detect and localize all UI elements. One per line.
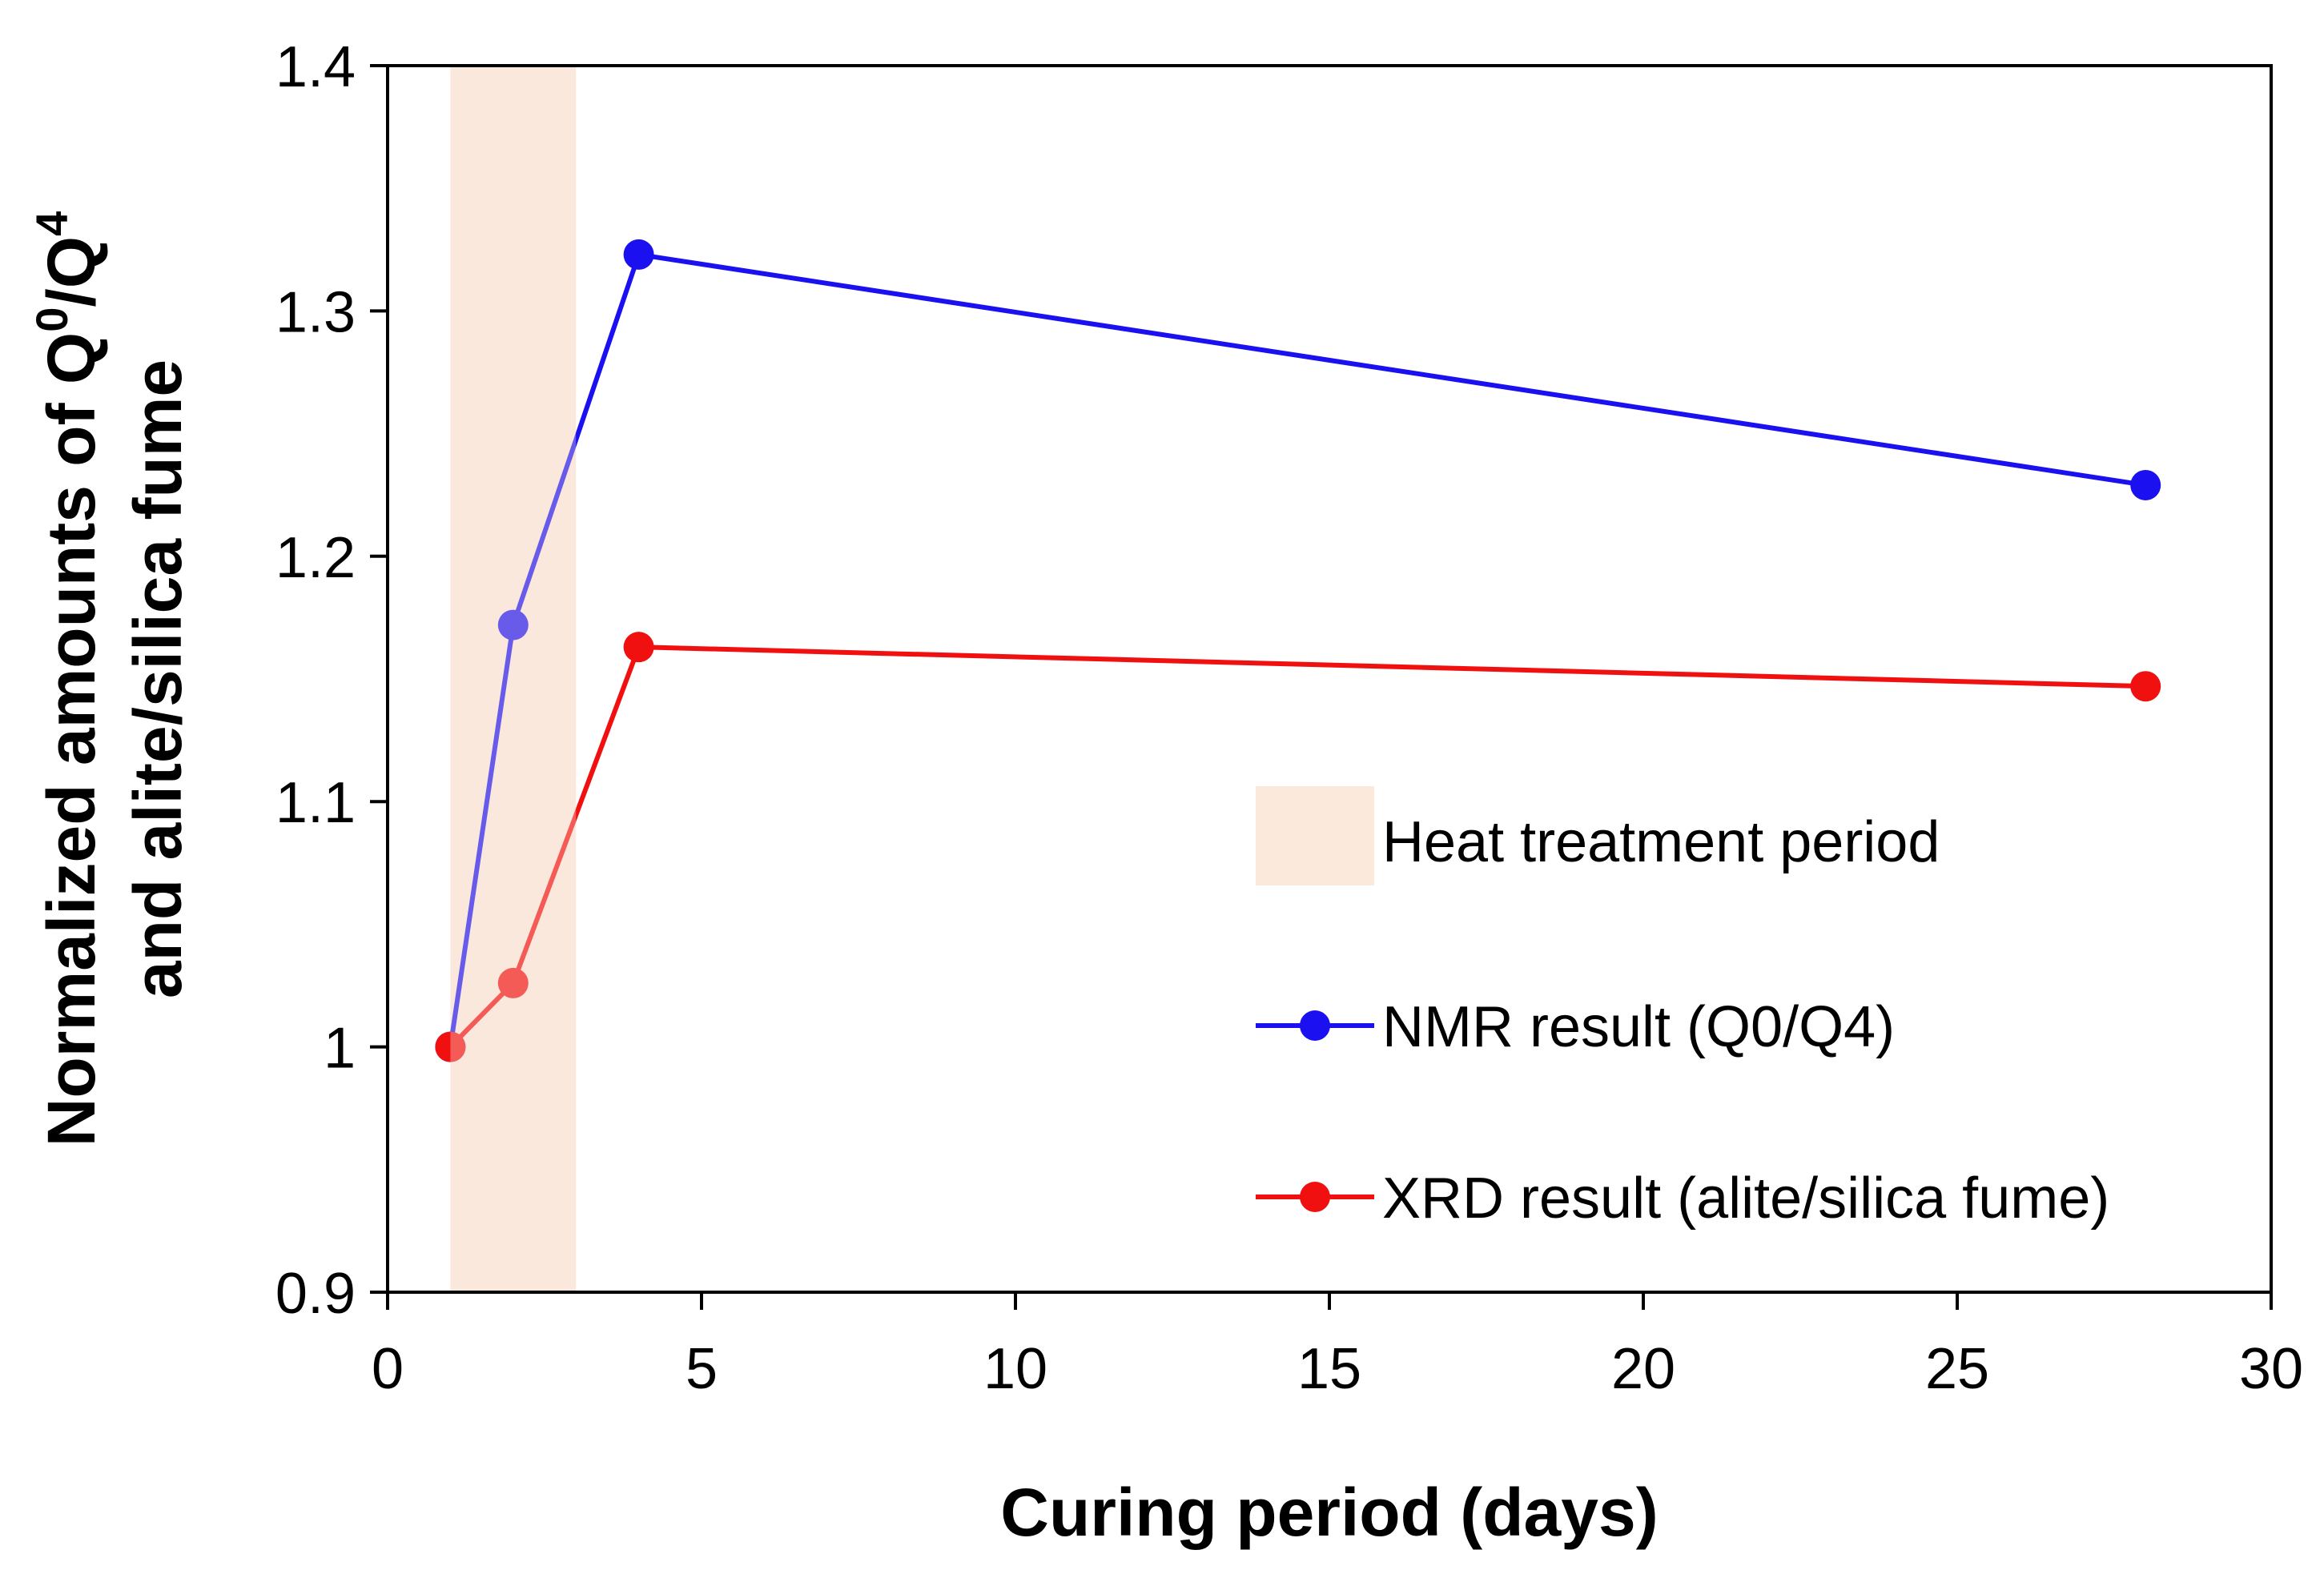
data-point-series-2: [623, 632, 654, 663]
plot-area-frame: [386, 64, 2273, 1294]
y-axis-title-prefix: Normalized amounts of Q: [34, 332, 109, 1146]
x-tick-label: 10: [983, 1337, 1047, 1401]
x-tick-label: 15: [1297, 1337, 1361, 1401]
y-axis-title-line2: and alite/silica fume: [120, 359, 195, 998]
axis-ticks: 0 5 10 15 20 25 30 0.9 1 1.1 1.2 1.3 1.4: [275, 35, 2303, 1401]
y-axis-title-sup2: 4: [26, 211, 77, 236]
y-tick-label: 1.4: [275, 35, 356, 99]
data-point-series-2: [497, 967, 529, 998]
legend-swatch-heat-treatment: [1256, 786, 1374, 885]
legend-label-heat-treatment: Heat treatment period: [1382, 810, 1940, 874]
y-tick-label: 1: [324, 1017, 356, 1081]
series-layer: [435, 67, 2161, 1291]
data-point-series-1: [2130, 469, 2161, 500]
y-axis-title-sup1: 0: [26, 307, 77, 332]
legend-marker-series-2: [1300, 1182, 1330, 1212]
x-tick-label: 20: [1611, 1337, 1675, 1401]
heat-treatment-band: [450, 66, 577, 1292]
x-tick-label: 5: [686, 1337, 718, 1401]
heat-treatment-band-overlay: [450, 67, 577, 1291]
y-tick-label: 1.1: [275, 771, 356, 835]
y-axis-title-line1: Normalized amounts of Q0/Q4: [26, 211, 109, 1146]
legend: Heat treatment period NMR result (Q0/Q4) X…: [1256, 786, 2109, 1231]
series-line-1: [448, 251, 2146, 1048]
data-point-series-2: [435, 1031, 466, 1062]
x-tick-label: 25: [1925, 1337, 1989, 1401]
y-axis-title: Normalized amounts of Q0/Q4 and alite/si…: [26, 211, 195, 1146]
series-line-2: [448, 644, 2146, 1049]
legend-marker-series-1: [1300, 1010, 1330, 1041]
x-tick-label: 30: [2239, 1337, 2303, 1401]
data-point-series-1: [623, 239, 654, 270]
legend-label-series-1: NMR result (Q0/Q4): [1382, 995, 1895, 1059]
y-tick-label: 0.9: [275, 1262, 356, 1326]
data-point-series-2: [2130, 671, 2161, 702]
x-tick-label: 0: [372, 1337, 404, 1401]
data-point-series-1: [497, 609, 529, 640]
y-tick-label: 1.3: [275, 280, 356, 344]
heat-treatment-band-layer: [450, 66, 577, 1292]
x-axis-title: Curing period (days): [1000, 1475, 1658, 1550]
legend-label-series-2: XRD result (alite/silica fume): [1382, 1166, 2109, 1231]
y-axis-title-mid: /Q: [34, 236, 109, 307]
y-tick-label: 1.2: [275, 526, 356, 590]
